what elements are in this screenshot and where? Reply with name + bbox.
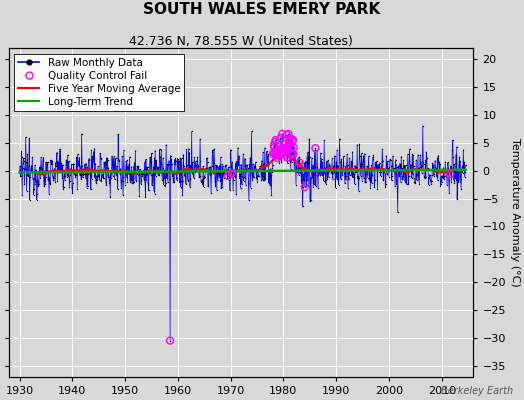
Point (273, 152, 281, 158)
Point (285, 136, 293, 143)
Point (286, 136, 294, 142)
Point (282, 152, 290, 158)
Point (301, 184, 309, 190)
Point (288, 150, 296, 156)
Point (290, 144, 298, 151)
Point (282, 132, 291, 138)
Legend: Raw Monthly Data, Quality Control Fail, Five Year Moving Average, Long-Term Tren: Raw Monthly Data, Quality Control Fail, … (14, 54, 184, 111)
Point (281, 149, 290, 155)
Point (279, 150, 288, 157)
Point (272, 149, 281, 156)
Point (274, 155, 282, 161)
Point (279, 142, 288, 148)
Point (446, 171, 454, 177)
Point (288, 138, 297, 144)
Point (285, 131, 293, 137)
Point (166, 338, 174, 344)
Point (281, 146, 289, 152)
Point (280, 149, 289, 156)
Point (278, 131, 287, 137)
Point (271, 137, 280, 143)
Point (276, 150, 284, 157)
Point (269, 151, 277, 157)
Point (274, 148, 282, 154)
Point (270, 144, 279, 150)
Text: Berkeley Earth: Berkeley Earth (441, 386, 514, 396)
Point (275, 152, 283, 158)
Point (280, 145, 288, 151)
Point (296, 159, 304, 166)
Point (270, 142, 278, 148)
Point (271, 150, 279, 156)
Point (272, 152, 280, 158)
Point (279, 147, 287, 154)
Point (284, 144, 292, 151)
Point (271, 139, 279, 146)
Point (277, 135, 285, 141)
Y-axis label: Temperature Anomaly (°C): Temperature Anomaly (°C) (510, 138, 520, 287)
Point (283, 154, 291, 161)
Point (289, 136, 297, 143)
Point (285, 139, 293, 146)
Text: SOUTH WALES EMERY PARK: SOUTH WALES EMERY PARK (144, 2, 380, 17)
Point (282, 145, 290, 151)
Point (227, 170, 236, 177)
Point (287, 145, 296, 152)
Point (224, 173, 233, 179)
Title: 42.736 N, 78.555 W (United States): 42.736 N, 78.555 W (United States) (129, 35, 353, 48)
Point (278, 145, 286, 152)
Point (269, 149, 278, 156)
Point (276, 146, 285, 152)
Point (311, 145, 320, 151)
Point (277, 150, 285, 157)
Point (289, 151, 298, 158)
Point (274, 150, 282, 156)
